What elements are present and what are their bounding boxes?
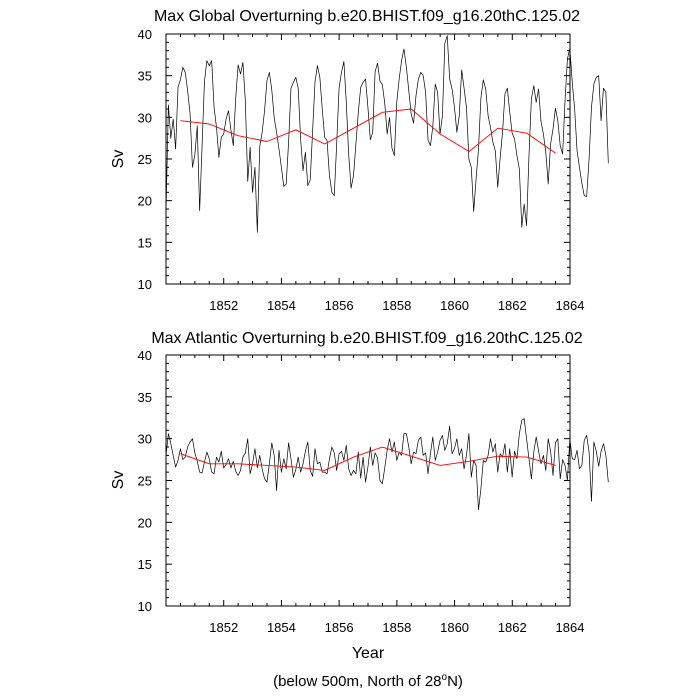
x-tick-label: 1856 [325, 298, 354, 313]
monthly-series-line [165, 35, 609, 233]
footnote: (below 500m, North of 28oN) [273, 672, 463, 690]
x-tick-label: 1862 [498, 620, 527, 635]
y-tick-label: 30 [138, 110, 152, 125]
plot-area [165, 35, 609, 233]
chart-title: Max Global Overturning b.e20.BHIST.f09_g… [154, 8, 580, 25]
x-tick-label: 1852 [209, 620, 238, 635]
y-tick-label: 10 [138, 277, 152, 292]
x-tick-label: 1856 [325, 620, 354, 635]
y-tick-label: 35 [138, 69, 152, 84]
plot-frame [165, 354, 571, 607]
y-tick-label: 15 [138, 235, 152, 250]
y-tick-label: 30 [138, 432, 152, 447]
axis-ticks [165, 33, 571, 285]
x-tick-label: 1862 [498, 298, 527, 313]
degree-superscript: o [442, 672, 448, 683]
x-tick-label: 1864 [556, 620, 585, 635]
y-tick-label: 40 [138, 348, 152, 363]
x-tick-label: 1858 [382, 620, 411, 635]
x-tick-label: 1864 [556, 298, 585, 313]
y-axis-label: Sv [110, 150, 127, 169]
x-axis-label: Year [352, 645, 385, 662]
y-tick-label: 35 [138, 390, 152, 405]
annual-series-line [180, 108, 556, 154]
chart-title: Max Atlantic Overturning b.e20.BHIST.f09… [151, 330, 582, 347]
y-tick-label: 40 [138, 27, 152, 42]
axis-ticks [165, 354, 571, 607]
x-tick-label: 1854 [267, 620, 296, 635]
tick-labels: 10 15 20 25 30 35 40 1852 1854 1856 1858 1860 1862 18… [138, 348, 585, 635]
x-tick-label: 1854 [267, 298, 296, 313]
x-tick-label: 1860 [440, 298, 469, 313]
y-tick-label: 20 [138, 515, 152, 530]
atlantic-overturning-panel: Max Atlantic Overturning b.e20.BHIST.f09… [110, 330, 609, 662]
y-tick-label: 25 [138, 474, 152, 489]
footnote-prefix: (below 500m, North of 28 [273, 673, 441, 690]
x-tick-label: 1852 [209, 298, 238, 313]
y-tick-label: 25 [138, 152, 152, 167]
monthly-series-line [165, 418, 609, 511]
plot-area [165, 418, 609, 511]
global-overturning-panel: Max Global Overturning b.e20.BHIST.f09_g… [110, 8, 609, 313]
annual-series-line [180, 446, 556, 471]
x-tick-label: 1860 [440, 620, 469, 635]
plot-frame [165, 33, 571, 285]
y-tick-label: 15 [138, 557, 152, 572]
y-tick-label: 20 [138, 194, 152, 209]
y-tick-label: 10 [138, 599, 152, 614]
y-axis-label: Sv [110, 471, 127, 490]
footnote-suffix: N) [447, 673, 463, 690]
x-tick-label: 1858 [382, 298, 411, 313]
tick-labels: 10 15 20 25 30 35 40 1852 1854 1856 1858 1860 1862 18… [138, 27, 585, 313]
